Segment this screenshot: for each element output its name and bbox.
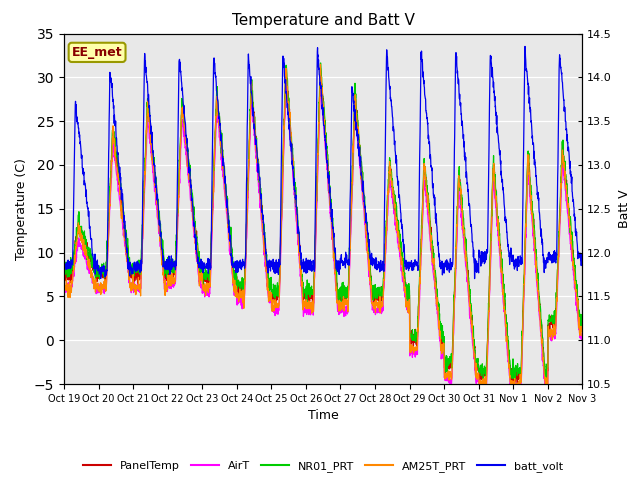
Y-axis label: Batt V: Batt V	[618, 190, 630, 228]
Legend: PanelTemp, AirT, NR01_PRT, AM25T_PRT, batt_volt: PanelTemp, AirT, NR01_PRT, AM25T_PRT, ba…	[79, 457, 567, 477]
Text: EE_met: EE_met	[72, 46, 122, 59]
Y-axis label: Temperature (C): Temperature (C)	[15, 158, 28, 260]
X-axis label: Time: Time	[308, 409, 339, 422]
Title: Temperature and Batt V: Temperature and Batt V	[232, 13, 415, 28]
